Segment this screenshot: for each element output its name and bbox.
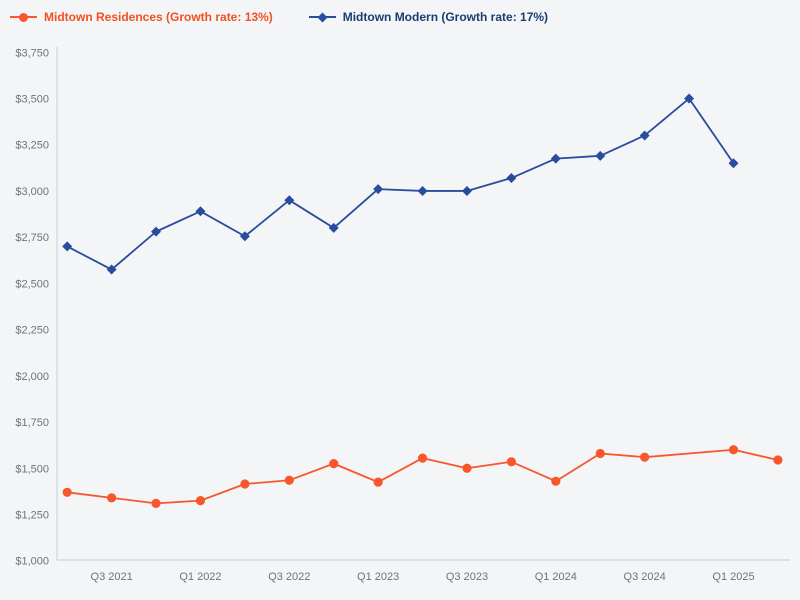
- data-point-marker[interactable]: [417, 453, 428, 463]
- chart-legend: Midtown Residences (Growth rate: 13%) Mi…: [10, 7, 548, 27]
- legend-item-midtown-modern[interactable]: Midtown Modern (Growth rate: 17%): [308, 10, 549, 24]
- data-point-marker[interactable]: [462, 463, 472, 473]
- data-point-marker[interactable]: [728, 445, 739, 455]
- y-axis-tick-label: $1,250: [15, 509, 49, 521]
- data-point-marker[interactable]: [417, 185, 428, 196]
- data-point-marker[interactable]: [62, 241, 73, 252]
- x-axis-tick-label: Q1 2024: [535, 571, 577, 583]
- data-point-marker[interactable]: [595, 448, 605, 459]
- y-axis-tick-label: $3,750: [15, 47, 49, 59]
- x-axis-tick-label: Q3 2024: [624, 571, 666, 583]
- series-line: [67, 448, 779, 505]
- data-point-marker[interactable]: [107, 493, 117, 503]
- data-point-marker[interactable]: [551, 476, 561, 486]
- data-point-marker[interactable]: [195, 206, 206, 217]
- x-axis-tick-label: Q1 2023: [357, 571, 399, 583]
- data-point-marker[interactable]: [373, 184, 384, 195]
- data-point-marker[interactable]: [329, 459, 339, 469]
- y-axis-tick-label: $2,250: [15, 325, 49, 337]
- data-point-marker[interactable]: [328, 222, 339, 233]
- x-axis-tick-label: Q1 2025: [712, 571, 754, 583]
- y-axis-tick-label: $1,500: [15, 463, 49, 475]
- legend-label: Midtown Modern (Growth rate: 17%): [342, 10, 549, 24]
- y-axis-tick-label: $3,500: [15, 94, 49, 106]
- data-point-marker[interactable]: [151, 498, 161, 508]
- data-point-marker[interactable]: [640, 452, 650, 462]
- y-axis-tick-label: $2,750: [15, 232, 49, 244]
- data-point-marker[interactable]: [550, 153, 561, 164]
- legend-label: Midtown Residences (Growth rate: 13%): [44, 10, 273, 24]
- y-axis-tick-label: $1,750: [15, 417, 49, 429]
- x-axis-tick-label: Q3 2022: [268, 571, 310, 583]
- data-point-marker[interactable]: [773, 455, 783, 465]
- x-axis-tick-label: Q3 2023: [446, 571, 488, 583]
- circle-marker-icon: [10, 11, 37, 23]
- legend-item-midtown-residences[interactable]: Midtown Residences (Growth rate: 13%): [10, 10, 273, 24]
- x-axis-tick-label: Q1 2022: [179, 571, 221, 583]
- series-line: [66, 97, 735, 271]
- data-point-marker[interactable]: [62, 487, 72, 497]
- y-axis-tick-label: $3,250: [15, 140, 49, 152]
- data-point-marker[interactable]: [728, 158, 739, 169]
- data-point-marker[interactable]: [373, 477, 383, 487]
- data-point-marker[interactable]: [151, 226, 162, 237]
- data-point-marker[interactable]: [284, 195, 295, 206]
- y-axis-tick-label: $2,500: [15, 278, 49, 290]
- data-point-marker[interactable]: [639, 130, 650, 141]
- y-axis-tick-label: $2,000: [15, 371, 49, 383]
- data-point-marker[interactable]: [106, 264, 117, 275]
- y-axis-tick-label: $1,000: [15, 556, 49, 568]
- data-point-marker[interactable]: [240, 479, 250, 489]
- data-point-marker[interactable]: [461, 185, 472, 196]
- data-point-marker[interactable]: [239, 231, 250, 242]
- data-point-marker[interactable]: [506, 457, 516, 467]
- data-point-marker[interactable]: [284, 475, 294, 485]
- data-point-marker[interactable]: [506, 173, 517, 184]
- x-axis-tick-label: Q3 2021: [91, 571, 133, 583]
- data-point-marker[interactable]: [595, 150, 606, 161]
- data-point-marker[interactable]: [195, 496, 206, 506]
- diamond-marker-icon: [308, 11, 336, 23]
- data-point-marker[interactable]: [684, 93, 695, 104]
- y-axis-tick-label: $3,000: [15, 186, 49, 198]
